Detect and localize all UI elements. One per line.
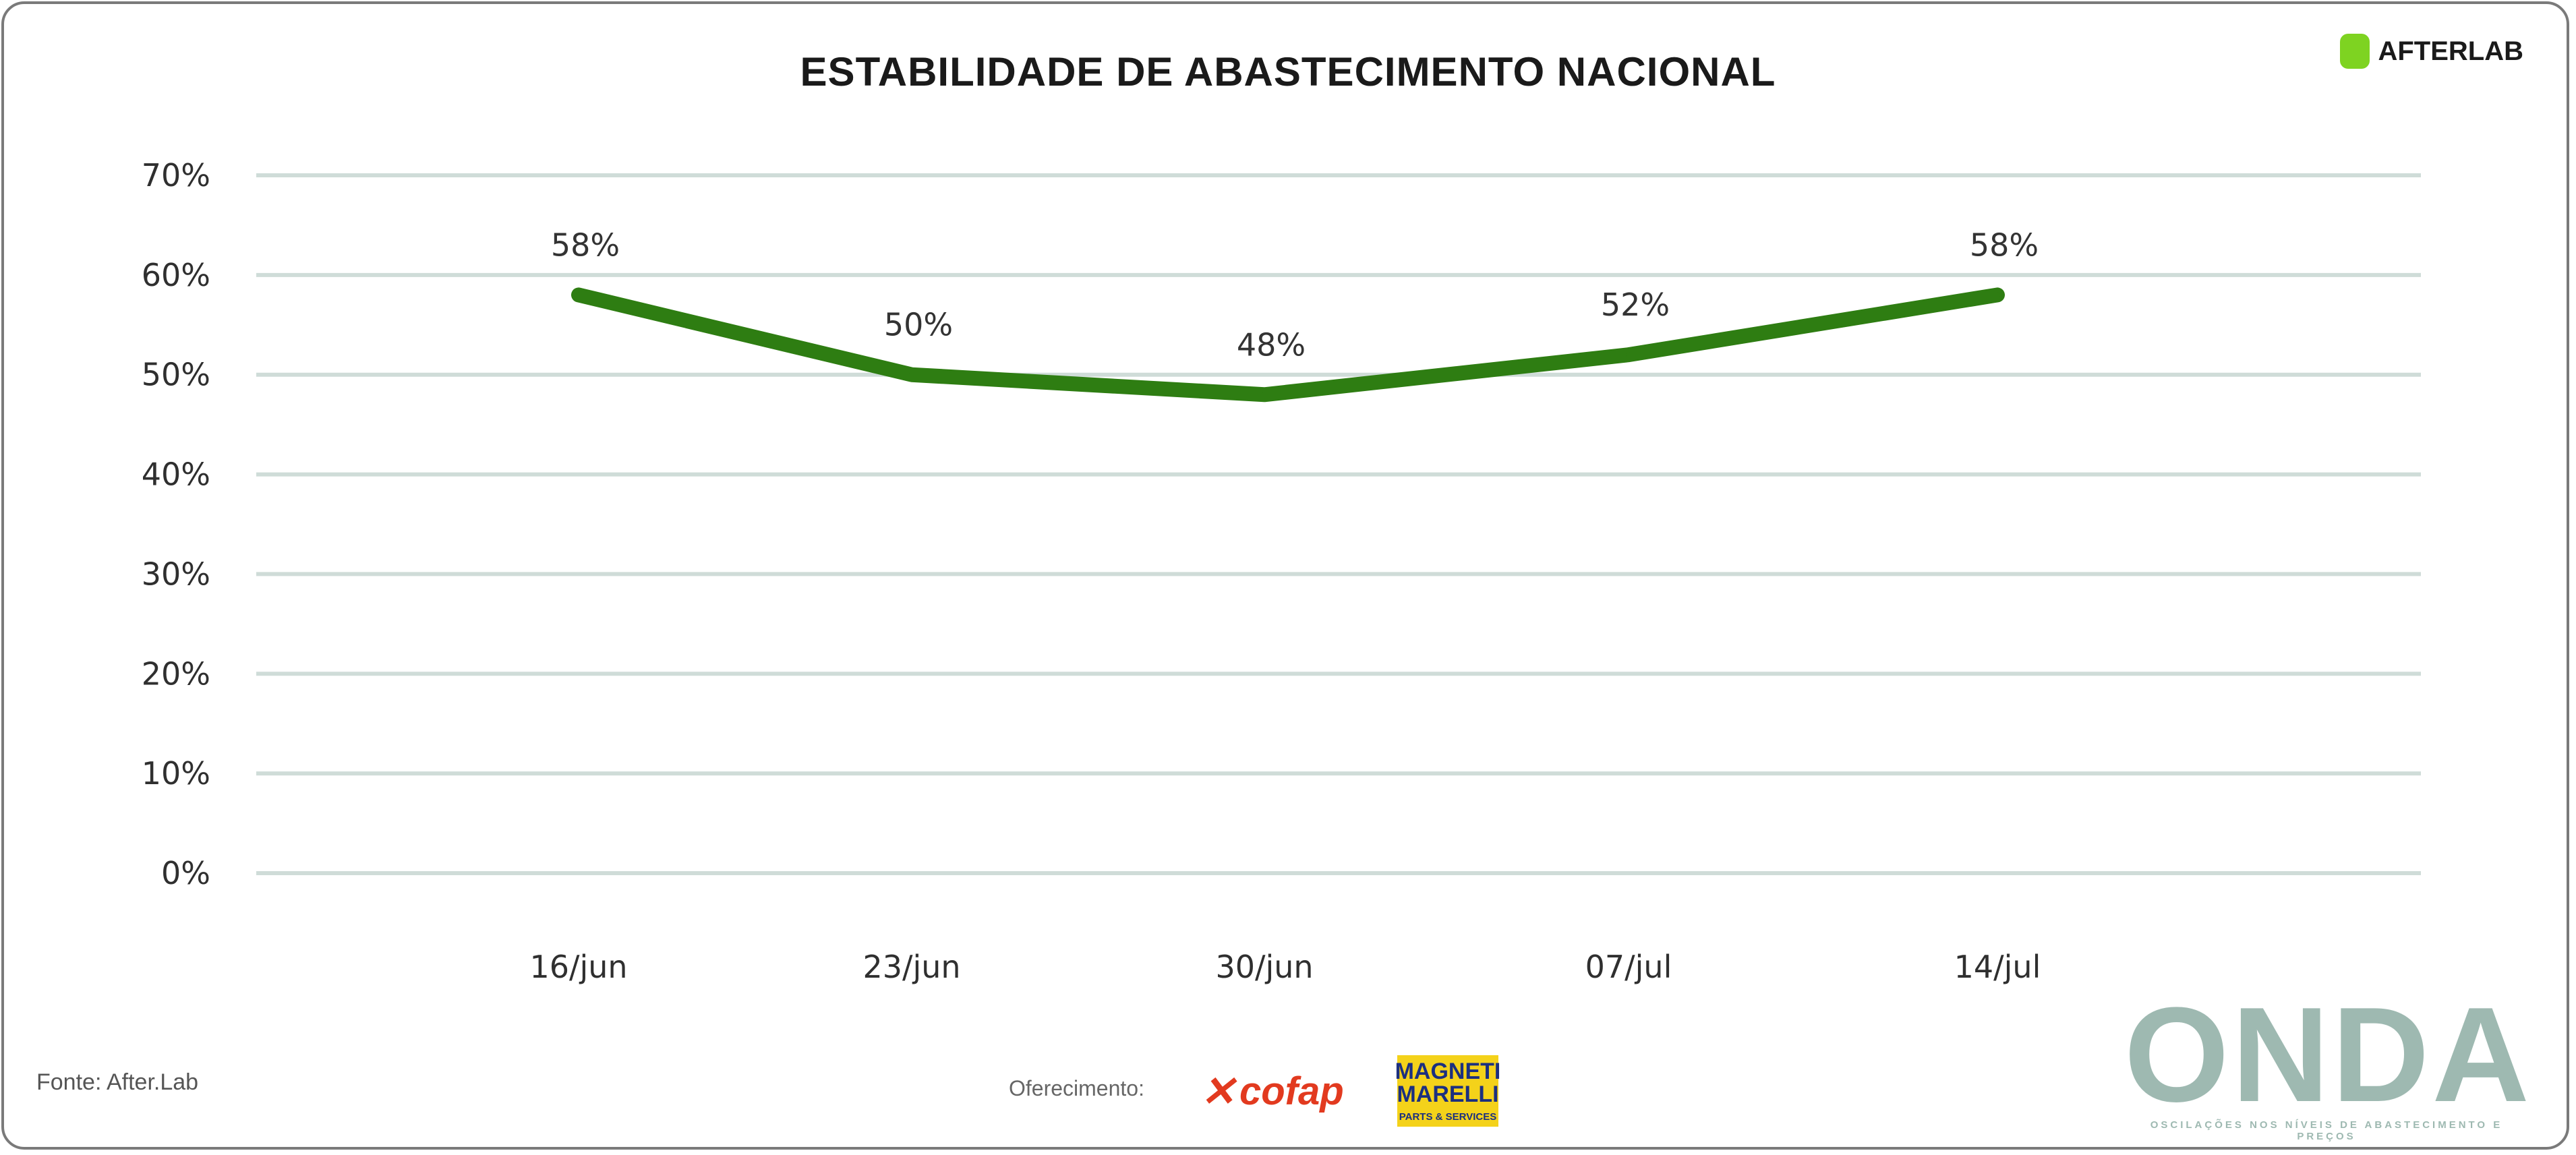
data-label: 58% <box>551 227 620 263</box>
data-point <box>1626 352 1631 358</box>
data-label: 50% <box>884 307 953 343</box>
x-tick-label: 16/jun <box>529 949 627 985</box>
y-tick-label: 50% <box>142 357 210 393</box>
afterlab-brand: AFTERLAB <box>2340 34 2523 69</box>
afterlab-wordmark: AFTERLAB <box>2378 36 2523 66</box>
y-tick-label: 10% <box>142 755 210 792</box>
data-point <box>909 372 914 378</box>
data-label: 48% <box>1237 326 1306 363</box>
cofap-wordmark: cofap <box>1239 1069 1344 1113</box>
y-tick-label: 60% <box>142 257 210 293</box>
x-tick-label: 23/jun <box>862 949 960 985</box>
data-point <box>1262 392 1267 398</box>
x-tick-label: 30/jun <box>1215 949 1313 985</box>
magneti-marelli-logo: MAGNETI MARELLI PARTS & SERVICES <box>1395 1055 1501 1127</box>
magneti-marelli-wordmark: MAGNETI MARELLI <box>1395 1058 1501 1107</box>
cofap-x-icon: ✕ <box>1200 1069 1235 1115</box>
sponsor-label: Oferecimento: <box>1009 1076 1144 1100</box>
data-point <box>576 292 581 298</box>
data-label: 58% <box>1970 227 2039 263</box>
y-tick-label: 20% <box>142 655 210 692</box>
cofap-logo: ✕ cofap <box>1200 1067 1344 1116</box>
onda-wordmark: ONDA <box>2124 980 2532 1130</box>
data-label: 52% <box>1601 287 1670 323</box>
y-tick-label: 30% <box>142 556 210 592</box>
y-tick-label: 0% <box>161 855 210 891</box>
magneti-marelli-subtitle: PARTS & SERVICES <box>1399 1110 1497 1123</box>
y-tick-label: 70% <box>142 157 210 194</box>
y-tick-label: 40% <box>142 456 210 493</box>
onda-logo: ONDA OSCILAÇÕES NOS NÍVEIS DE ABASTECIME… <box>2124 980 2532 1143</box>
source-note: Fonte: After.Lab <box>36 1069 199 1095</box>
afterlab-logo-icon <box>2340 34 2370 69</box>
x-tick-label: 14/jul <box>1954 949 2041 985</box>
x-tick-label: 07/jul <box>1585 949 1672 985</box>
data-point <box>1995 292 2000 298</box>
chart-title: ESTABILIDADE DE ABASTECIMENTO NACIONAL <box>800 49 1776 94</box>
onda-tagline: OSCILAÇÕES NOS NÍVEIS DE ABASTECIMENTO E… <box>2150 1119 2503 1142</box>
